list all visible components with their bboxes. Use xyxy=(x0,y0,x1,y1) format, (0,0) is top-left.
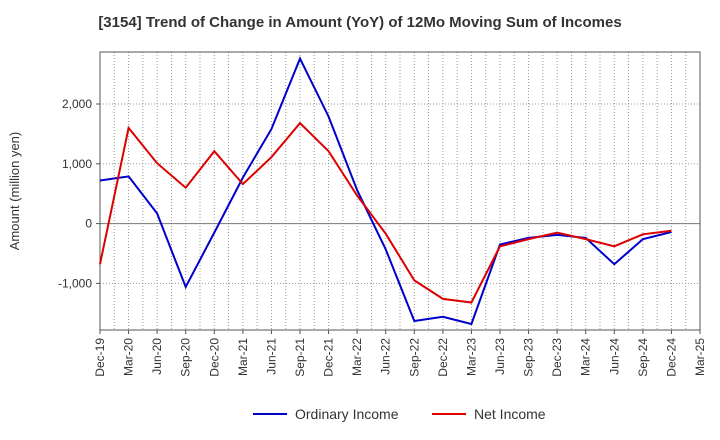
y-axis-ticks: -1,000 0 1,000 2,000 xyxy=(58,97,100,290)
vertical-gridlines xyxy=(113,52,687,330)
x-tick-label: Dec-24 xyxy=(664,338,678,377)
y-tick-label: -1,000 xyxy=(58,276,92,290)
x-tick-label: Mar-23 xyxy=(464,338,478,376)
x-tick-label: Dec-19 xyxy=(93,338,107,377)
y-tick-label: 2,000 xyxy=(62,97,92,111)
series-line-net-income xyxy=(99,121,672,304)
x-tick-label: Dec-21 xyxy=(322,338,336,377)
x-tick-label: Mar-21 xyxy=(236,338,250,376)
x-tick-label: Mar-22 xyxy=(350,338,364,376)
x-tick-label: Sep-23 xyxy=(522,338,536,377)
x-axis-ticks: Dec-19 Mar-20 Jun-20 Sep-20 Dec-20 Mar-21 Jun-… xyxy=(93,330,707,377)
y-tick-label: 1,000 xyxy=(62,157,92,171)
legend-label: Ordinary Income xyxy=(295,406,399,422)
plot-frame xyxy=(99,51,701,331)
x-tick-label: Mar-24 xyxy=(579,338,593,376)
y-axis-label: Amount (million yen) xyxy=(7,132,22,251)
chart-title: [3154] Trend of Change in Amount (YoY) o… xyxy=(98,14,622,31)
x-tick-label: Dec-22 xyxy=(436,338,450,377)
x-tick-label: Sep-24 xyxy=(636,338,650,377)
x-tick-label: Sep-20 xyxy=(179,338,193,377)
y-tick-label: 0 xyxy=(85,217,92,231)
x-tick-label: Jun-23 xyxy=(493,338,507,375)
x-tick-label: Mar-25 xyxy=(693,338,707,376)
x-tick-label: Jun-21 xyxy=(264,338,278,375)
x-tick-label: Dec-23 xyxy=(550,338,564,377)
legend: Ordinary Income Net Income xyxy=(253,406,546,422)
x-tick-label: Mar-20 xyxy=(122,338,136,376)
x-tick-label: Sep-21 xyxy=(293,338,307,377)
legend-label: Net Income xyxy=(474,406,546,422)
series-line-ordinary-income xyxy=(99,56,672,326)
series-lines xyxy=(99,56,672,326)
x-tick-label: Jun-20 xyxy=(150,338,164,375)
x-tick-label: Dec-20 xyxy=(207,338,221,377)
x-tick-label: Jun-24 xyxy=(607,338,621,375)
x-tick-label: Sep-22 xyxy=(407,338,421,377)
x-tick-label: Jun-22 xyxy=(379,338,393,375)
